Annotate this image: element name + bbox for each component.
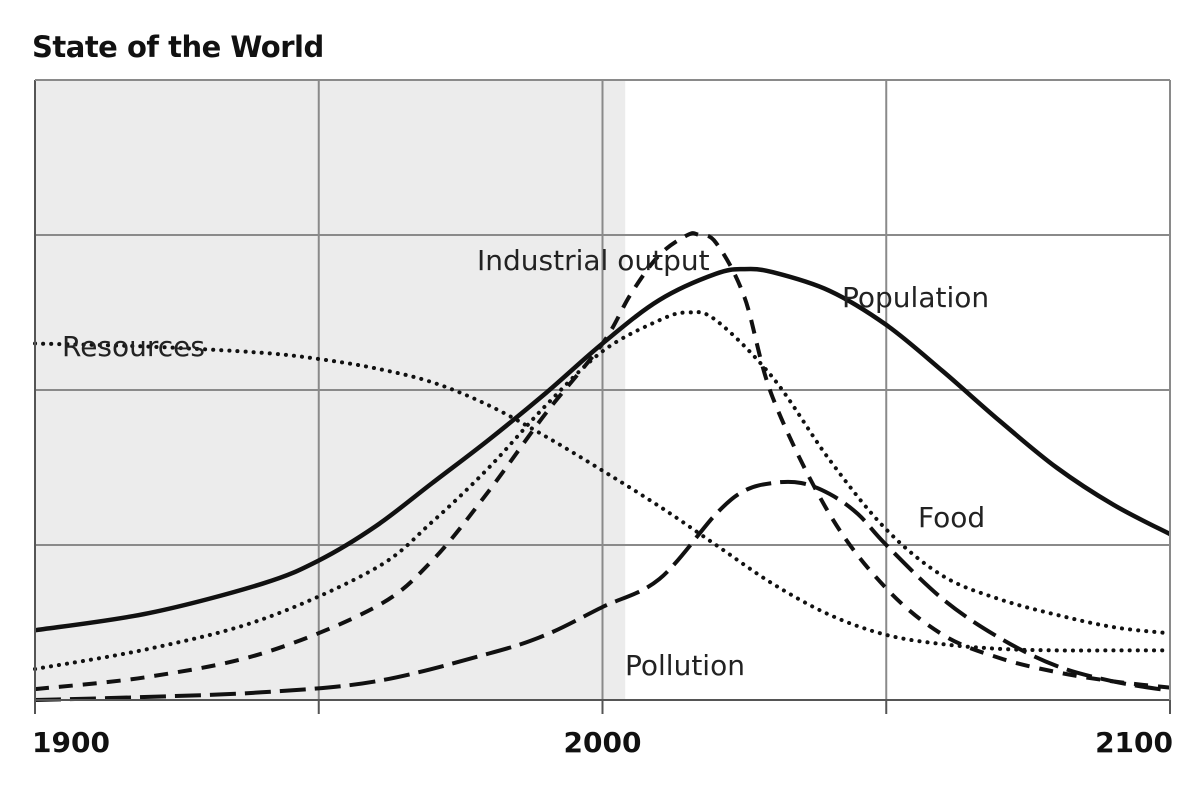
series-label-resources: Resources [62,330,205,363]
series-label-pollution: Pollution [625,649,745,682]
series-line-population [34,266,1172,633]
series-label-population: Population [842,281,989,314]
series-line-food [33,310,1172,671]
x-tick-label: 2000 [564,726,642,759]
series-label-industrial-output: Industrial output [477,244,710,277]
series-line-resources [33,341,1172,653]
chart-title: State of the World [32,30,324,64]
x-tick-label: 2100 [1095,726,1173,759]
x-tick-label: 1900 [32,726,110,759]
series-line-industrial-output [34,231,1171,692]
series-line-pollution [34,479,1171,702]
series-label-food: Food [918,501,985,534]
